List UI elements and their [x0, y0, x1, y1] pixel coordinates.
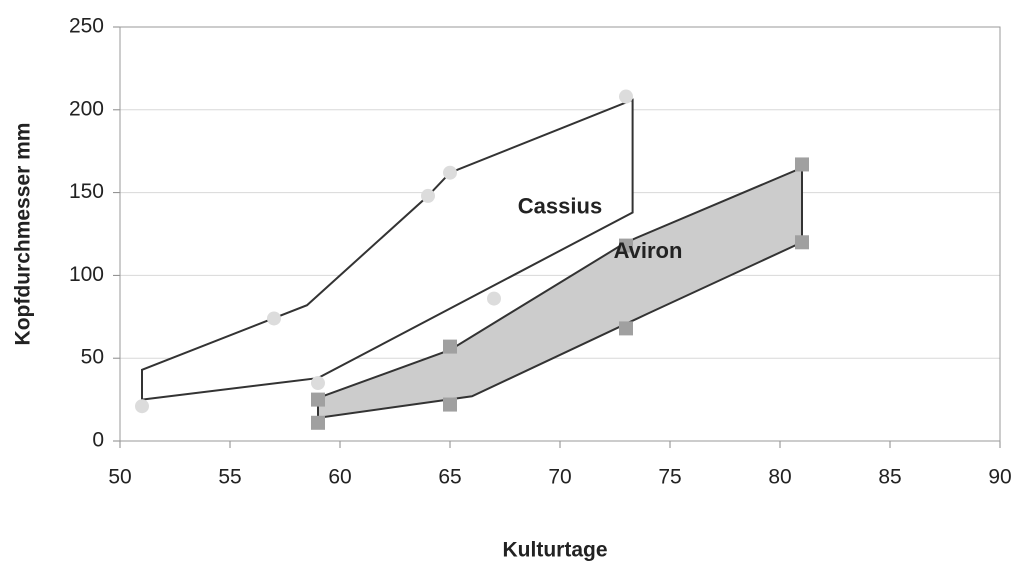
y-axis-title: Kopfdurchmesser mm [12, 123, 35, 346]
point [311, 415, 325, 430]
y-tick-label: 150 [69, 180, 104, 203]
x-axis-title: Kulturtage [503, 539, 608, 562]
point [311, 376, 325, 391]
point [443, 165, 457, 180]
point [421, 188, 435, 203]
y-tick-label: 50 [81, 346, 104, 369]
point [619, 238, 633, 253]
x-tick-label: 65 [438, 466, 461, 489]
plot-border [119, 26, 1001, 442]
y-tick-label: 200 [69, 97, 104, 120]
x-tick-label: 85 [878, 466, 901, 489]
x-tick-label: 75 [658, 466, 681, 489]
point [135, 399, 149, 414]
point [311, 392, 325, 407]
series-label: Aviron [614, 238, 683, 263]
point [267, 311, 281, 326]
x-tick-label: 60 [328, 466, 351, 489]
point [443, 339, 457, 354]
x-tick-label: 70 [548, 466, 571, 489]
x-tick-label: 55 [218, 466, 241, 489]
point [487, 291, 501, 306]
x-tick-label: 80 [768, 466, 791, 489]
y-tick-label: 100 [69, 263, 104, 286]
envelope [141, 98, 634, 401]
point [619, 321, 633, 336]
point [619, 89, 633, 104]
x-tick-label: 50 [108, 466, 131, 489]
y-tick-label: 250 [69, 15, 104, 38]
x-tick-label: 90 [988, 466, 1011, 489]
point [795, 235, 809, 250]
y-tick-label: 0 [92, 429, 104, 452]
series-label: Cassius [518, 193, 602, 218]
point [443, 397, 457, 412]
point [795, 157, 809, 172]
